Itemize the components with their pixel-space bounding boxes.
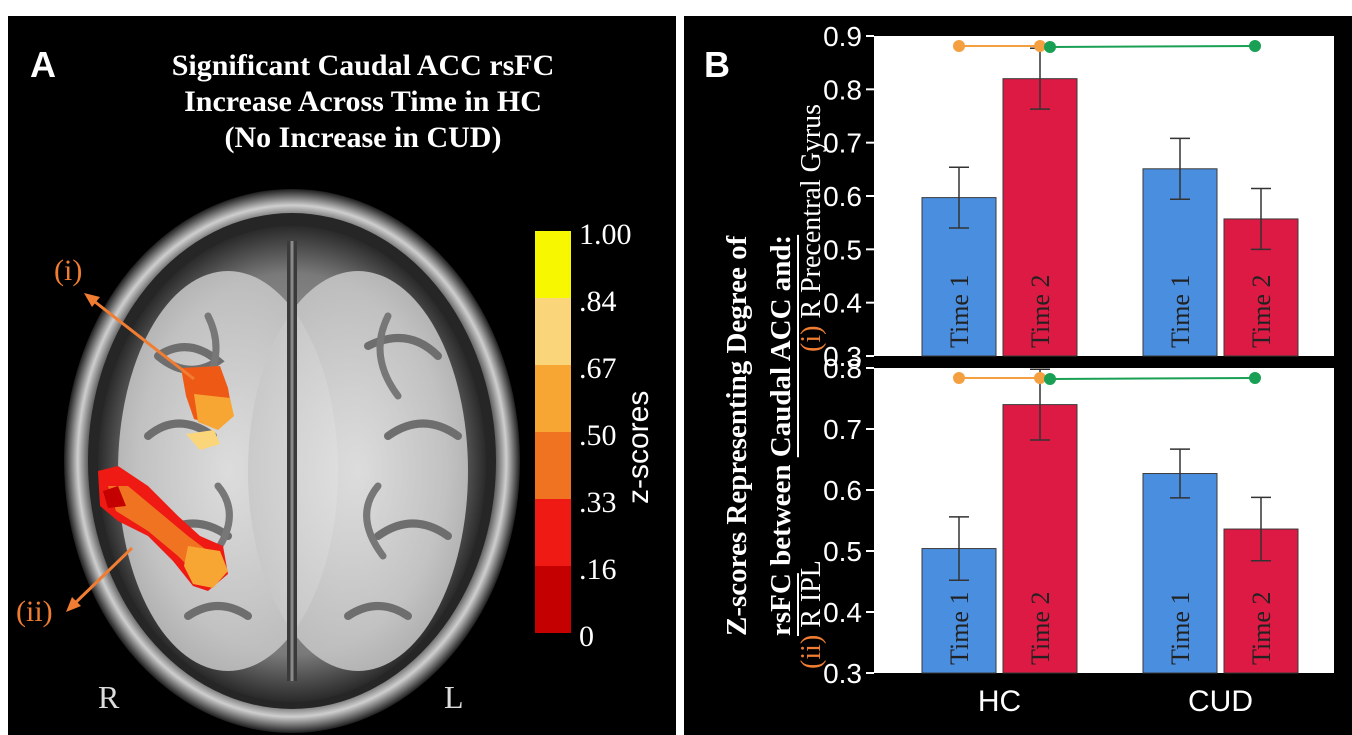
- panel-a-title: Significant Caudal ACC rsFC Increase Acr…: [68, 48, 658, 156]
- sig-dot-hc-start-i: [953, 40, 965, 52]
- label-i: (i): [54, 254, 82, 287]
- bar-charts-svg: Z-scores Representing Degree of rsFC bet…: [721, 21, 1334, 718]
- ytick-label-ii-1: 0.4: [823, 597, 862, 628]
- sig-dot-between-end-ii: [1249, 372, 1261, 384]
- sig-dot-between-start-i: [1044, 41, 1056, 53]
- region-label-text-ii: R IPL: [796, 560, 827, 628]
- ytick-label-ii-4: 0.7: [823, 414, 862, 445]
- colorbar-tick-4: .50: [579, 419, 617, 452]
- bar-ii-hc-time2: [1002, 404, 1078, 674]
- ytick-label-ii-0: 0.3: [823, 658, 862, 689]
- colorbar-tick-5: .33: [579, 486, 617, 519]
- brain-figure: (i) (ii) R L 1.00 .84 .67 .50 .33 .16 0 z-scor…: [16, 189, 655, 733]
- region-label-prefix-i: (i): [796, 319, 827, 352]
- ytick-label-i-3: 0.6: [823, 181, 862, 212]
- xlabel-hc: HC: [978, 685, 1021, 718]
- bar-label-ii-0: Time 1: [945, 592, 974, 665]
- ytick-label-ii-5: 0.8: [823, 353, 862, 384]
- bar-label-i-3: Time 2: [1247, 275, 1276, 348]
- title-line-3: (No Increase in CUD): [224, 121, 502, 154]
- bar-label-ii-2: Time 1: [1166, 592, 1195, 665]
- chart-ii-ipl: 0.3 0.4 0.5 0.6 0.7 0.8 Time 1 Time 2 Time 1 Time…: [796, 353, 1334, 718]
- sig-dot-between-start-ii: [1044, 373, 1056, 385]
- y-axis-title: Z-scores Representing Degree of rsFC bet…: [721, 234, 799, 636]
- sig-dot-hc-end-i: [1034, 40, 1046, 52]
- brain-slice: [64, 189, 520, 733]
- bar-i-cud-time1: [1142, 168, 1218, 357]
- ytick-label-i-5: 0.8: [823, 74, 862, 105]
- sig-dot-between-end-i: [1249, 40, 1261, 52]
- colorbar-swatch-3: [535, 365, 571, 432]
- annotation-arrows: [66, 293, 195, 612]
- ylabel-line-2: rsFC between Caudal ACC and:: [765, 235, 797, 636]
- title-line-2: Increase Across Time in HC: [184, 85, 542, 118]
- colorbar-swatch-1: [535, 231, 571, 298]
- ytick-label-i-6: 0.9: [823, 21, 862, 52]
- title-line-1: Significant Caudal ACC rsFC: [171, 49, 555, 82]
- xlabel-cud: CUD: [1188, 685, 1253, 718]
- colorbar-tick-6: .16: [579, 553, 617, 586]
- ytick-label-i-0: 0.3: [823, 341, 862, 372]
- label-right: R: [98, 679, 120, 715]
- colorbar-tick-1: 1.00: [579, 218, 632, 251]
- label-ii: (ii): [16, 595, 53, 628]
- sig-line-between-i: [1049, 45, 1256, 48]
- region-label-prefix-ii: (ii): [796, 628, 827, 669]
- region-label-ii: (ii) R IPL: [796, 560, 827, 669]
- region-label-i: (i) R Precentral Gyrus: [796, 104, 827, 352]
- ytick-label-i-2: 0.5: [823, 234, 862, 265]
- activation-clusters: [98, 366, 234, 591]
- bar-ii-cud-time1: [1142, 473, 1218, 674]
- bar-label-ii-1: Time 2: [1026, 592, 1055, 665]
- colorbar-swatch-4: [535, 432, 571, 499]
- colorbar-tick-7: 0: [579, 620, 594, 653]
- colorbar-swatch-2: [535, 298, 571, 365]
- colorbar-label: z-scores: [622, 391, 655, 504]
- label-left: L: [444, 679, 464, 715]
- panel-b-letter: B: [704, 44, 730, 85]
- sig-dot-hc-start-ii: [953, 372, 965, 384]
- bar-label-i-1: Time 2: [1026, 275, 1055, 348]
- bar-i-hc-time2: [1002, 78, 1078, 357]
- panel-a-brain-map: A Significant Caudal ACC rsFC Increase A…: [8, 16, 676, 735]
- sig-line-between-ii: [1049, 377, 1256, 380]
- chart-i-precentral: 0.3 0.4 0.5 0.6 0.7 0.8 0.9 Time 1 Time 2 Time 1 T…: [796, 21, 1334, 372]
- bar-label-i-2: Time 1: [1166, 275, 1195, 348]
- ylabel-line-1: Z-scores Representing Degree of: [721, 235, 753, 636]
- ytick-label-i-4: 0.7: [823, 128, 862, 159]
- region-label-text-i: R Precentral Gyrus: [796, 104, 827, 319]
- colorbar-swatch-5: [535, 499, 571, 566]
- bar-label-ii-3: Time 2: [1247, 592, 1276, 665]
- ytick-label-i-1: 0.4: [823, 288, 862, 319]
- panel-a-letter: A: [30, 44, 56, 85]
- colorbar: 1.00 .84 .67 .50 .33 .16 0: [535, 218, 632, 653]
- ytick-label-ii-3: 0.6: [823, 475, 862, 506]
- colorbar-swatch-6: [535, 566, 571, 633]
- panel-b-bar-charts: B Z-scores Representing Degree of rsFC b…: [684, 16, 1352, 735]
- colorbar-tick-3: .67: [579, 352, 617, 385]
- ytick-label-ii-2: 0.5: [823, 536, 862, 567]
- bar-label-i-0: Time 1: [945, 275, 974, 348]
- colorbar-tick-2: .84: [579, 285, 617, 318]
- sig-dot-hc-end-ii: [1034, 372, 1046, 384]
